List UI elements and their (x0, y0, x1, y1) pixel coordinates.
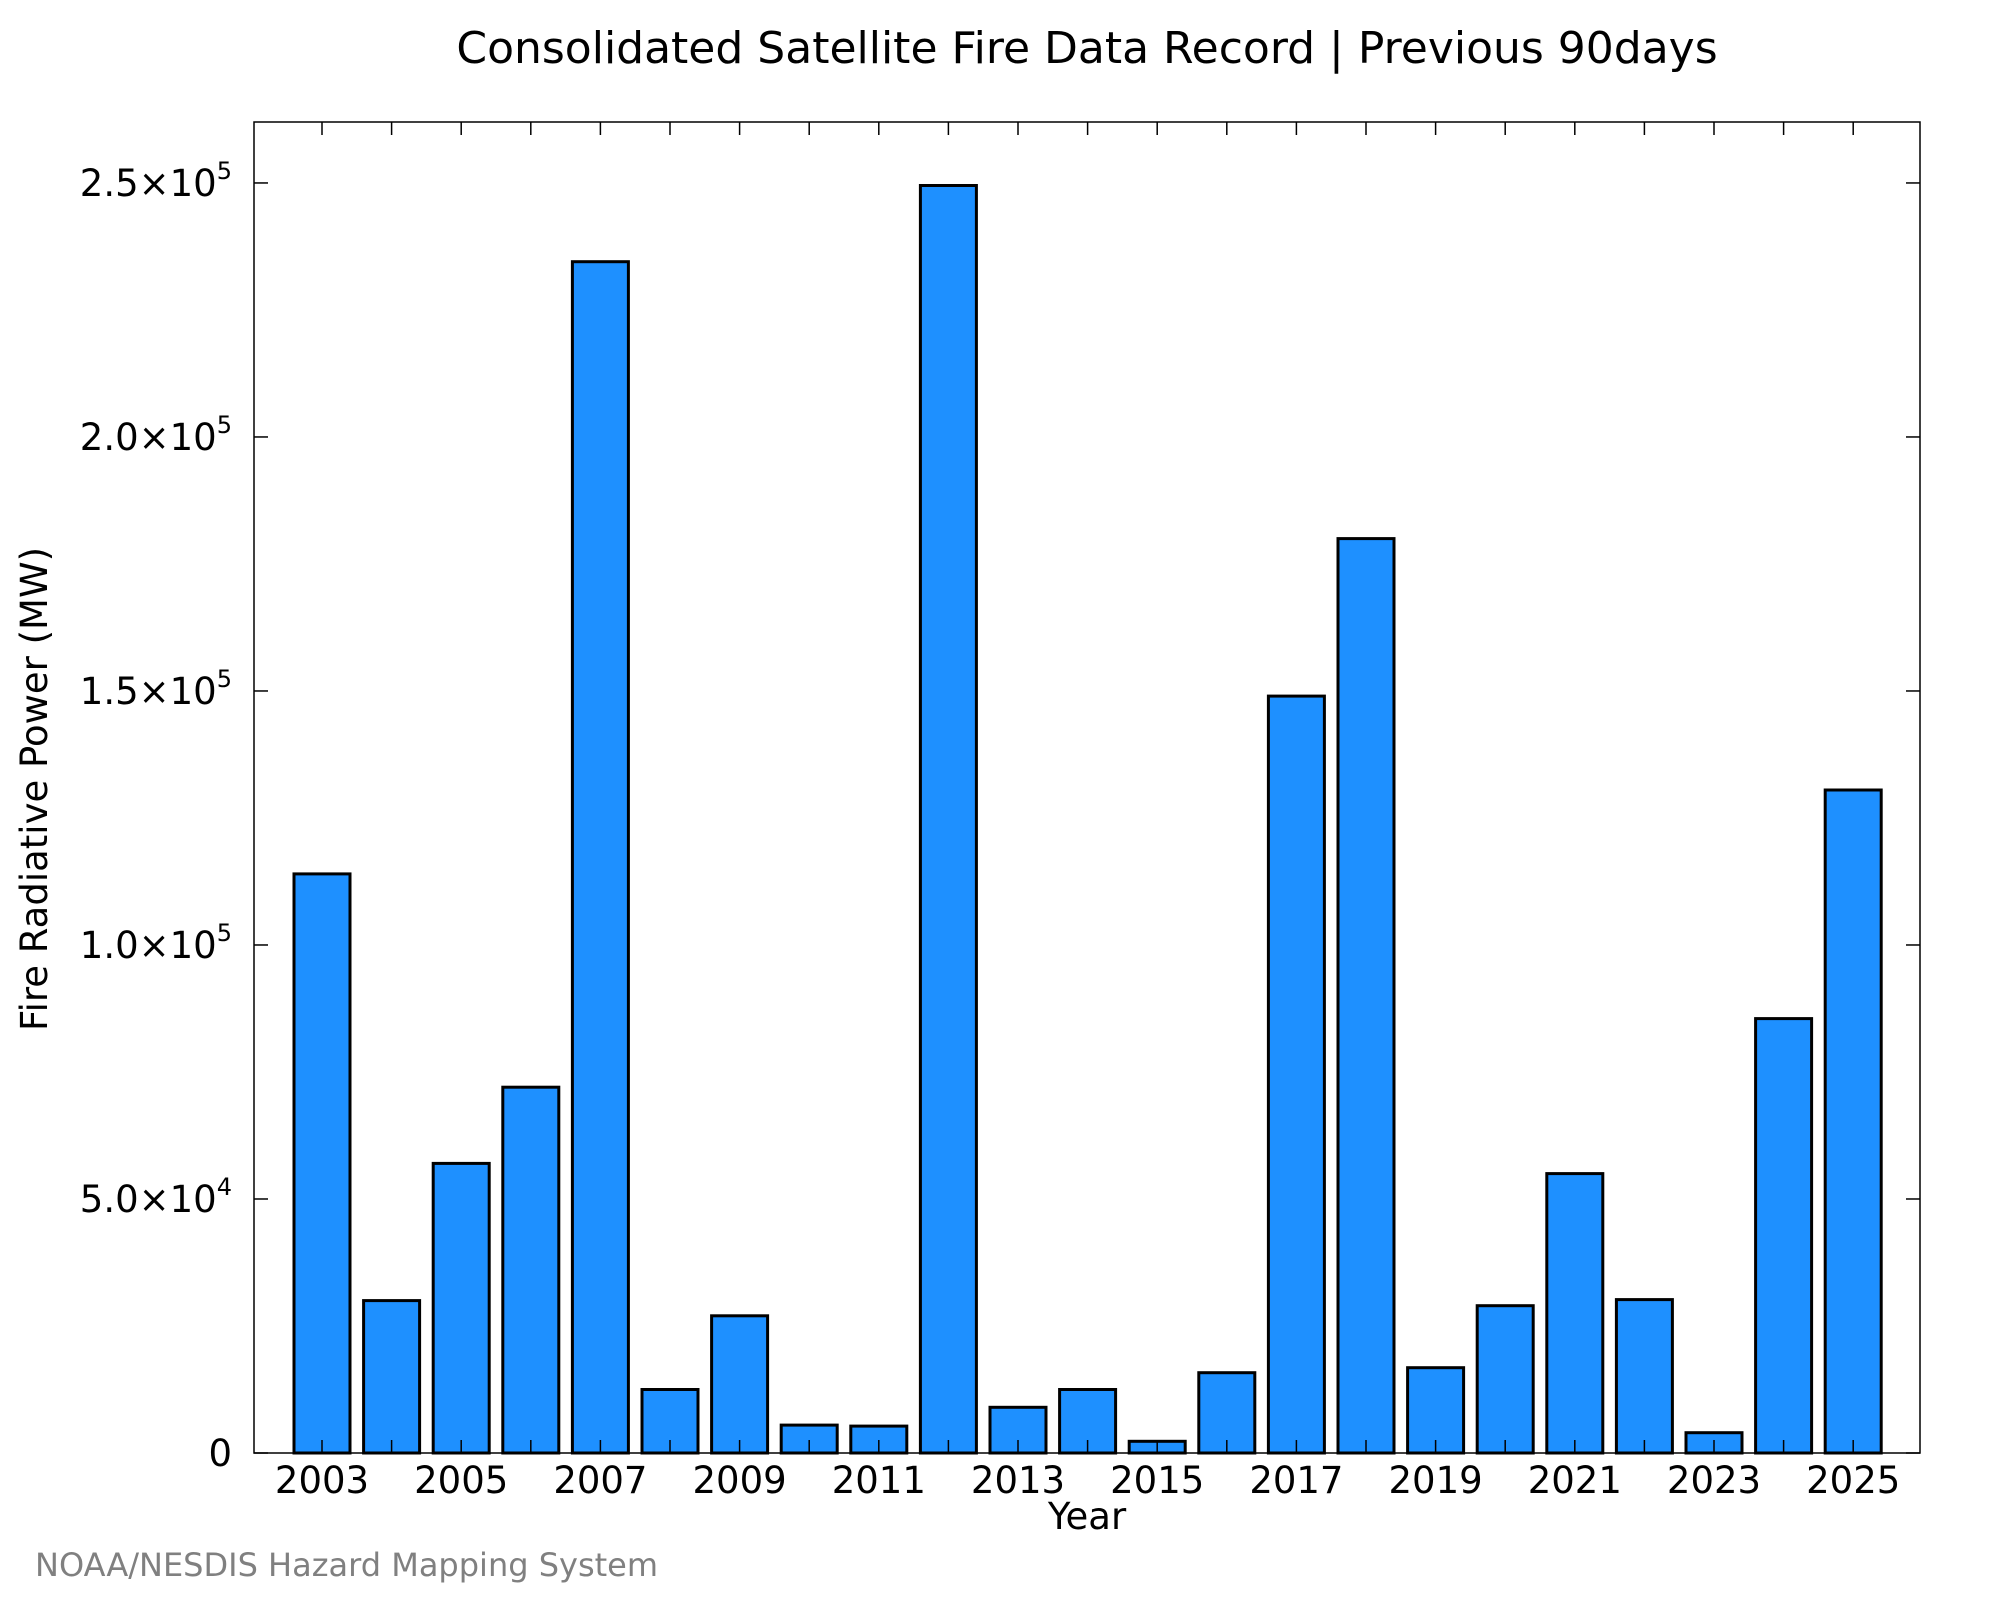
bar-2022 (1614, 1298, 1674, 1455)
bar-2006 (501, 1085, 561, 1455)
chart-title: Consolidated Satellite Fire Data Record … (456, 23, 1717, 74)
plot-area: 2003 2005 2007 2009 2011 2013 2015 2017 2019 2021… (80, 121, 1921, 1502)
bar-2018 (1336, 537, 1396, 1455)
x-tick-label-2011: 2011 (832, 1459, 926, 1502)
x-tick-label-2015: 2015 (1110, 1459, 1204, 1502)
x-tick-label-2013: 2013 (971, 1459, 1065, 1502)
x-tick-label-2005: 2005 (414, 1459, 508, 1502)
bar-2017 (1266, 694, 1326, 1455)
x-axis-label: Year (1047, 1495, 1127, 1538)
x-tick-label-2003: 2003 (275, 1459, 369, 1502)
bar-2012 (918, 184, 978, 1455)
bar-2007 (570, 260, 630, 1455)
x-tick-label-2025: 2025 (1806, 1459, 1900, 1502)
bar-2004 (362, 1299, 422, 1455)
y-tick-label-1: 5.0×104 (80, 1173, 232, 1221)
x-tick-label-2021: 2021 (1528, 1459, 1622, 1502)
x-tick-label-2017: 2017 (1249, 1459, 1343, 1502)
x-tick-label-2009: 2009 (693, 1459, 787, 1502)
y-tick-label-4: 2.0×105 (80, 411, 232, 459)
x-tick-label-2019: 2019 (1389, 1459, 1483, 1502)
bar-2016 (1197, 1371, 1257, 1455)
bar-2020 (1475, 1304, 1535, 1455)
bar-2005 (431, 1161, 491, 1455)
y-axis-label: Fire Radiative Power (MW) (13, 547, 56, 1031)
x-tick-label-2007: 2007 (553, 1459, 647, 1502)
bar-2009 (710, 1314, 770, 1455)
y-tick-label-0: 0 (208, 1432, 232, 1475)
y-tick-label-3: 1.5×105 (80, 665, 232, 713)
bar-2024 (1754, 1017, 1814, 1455)
bar-2025 (1823, 788, 1883, 1455)
y-tick-label-2: 1.0×105 (80, 919, 232, 967)
bar-2021 (1545, 1172, 1605, 1455)
bar-2019 (1406, 1366, 1466, 1455)
credit-text: NOAA/NESDIS Hazard Mapping System (35, 1546, 658, 1584)
bar-2003 (292, 872, 352, 1455)
x-tick-label-2023: 2023 (1667, 1459, 1761, 1502)
y-tick-label-5: 2.5×105 (80, 157, 232, 205)
